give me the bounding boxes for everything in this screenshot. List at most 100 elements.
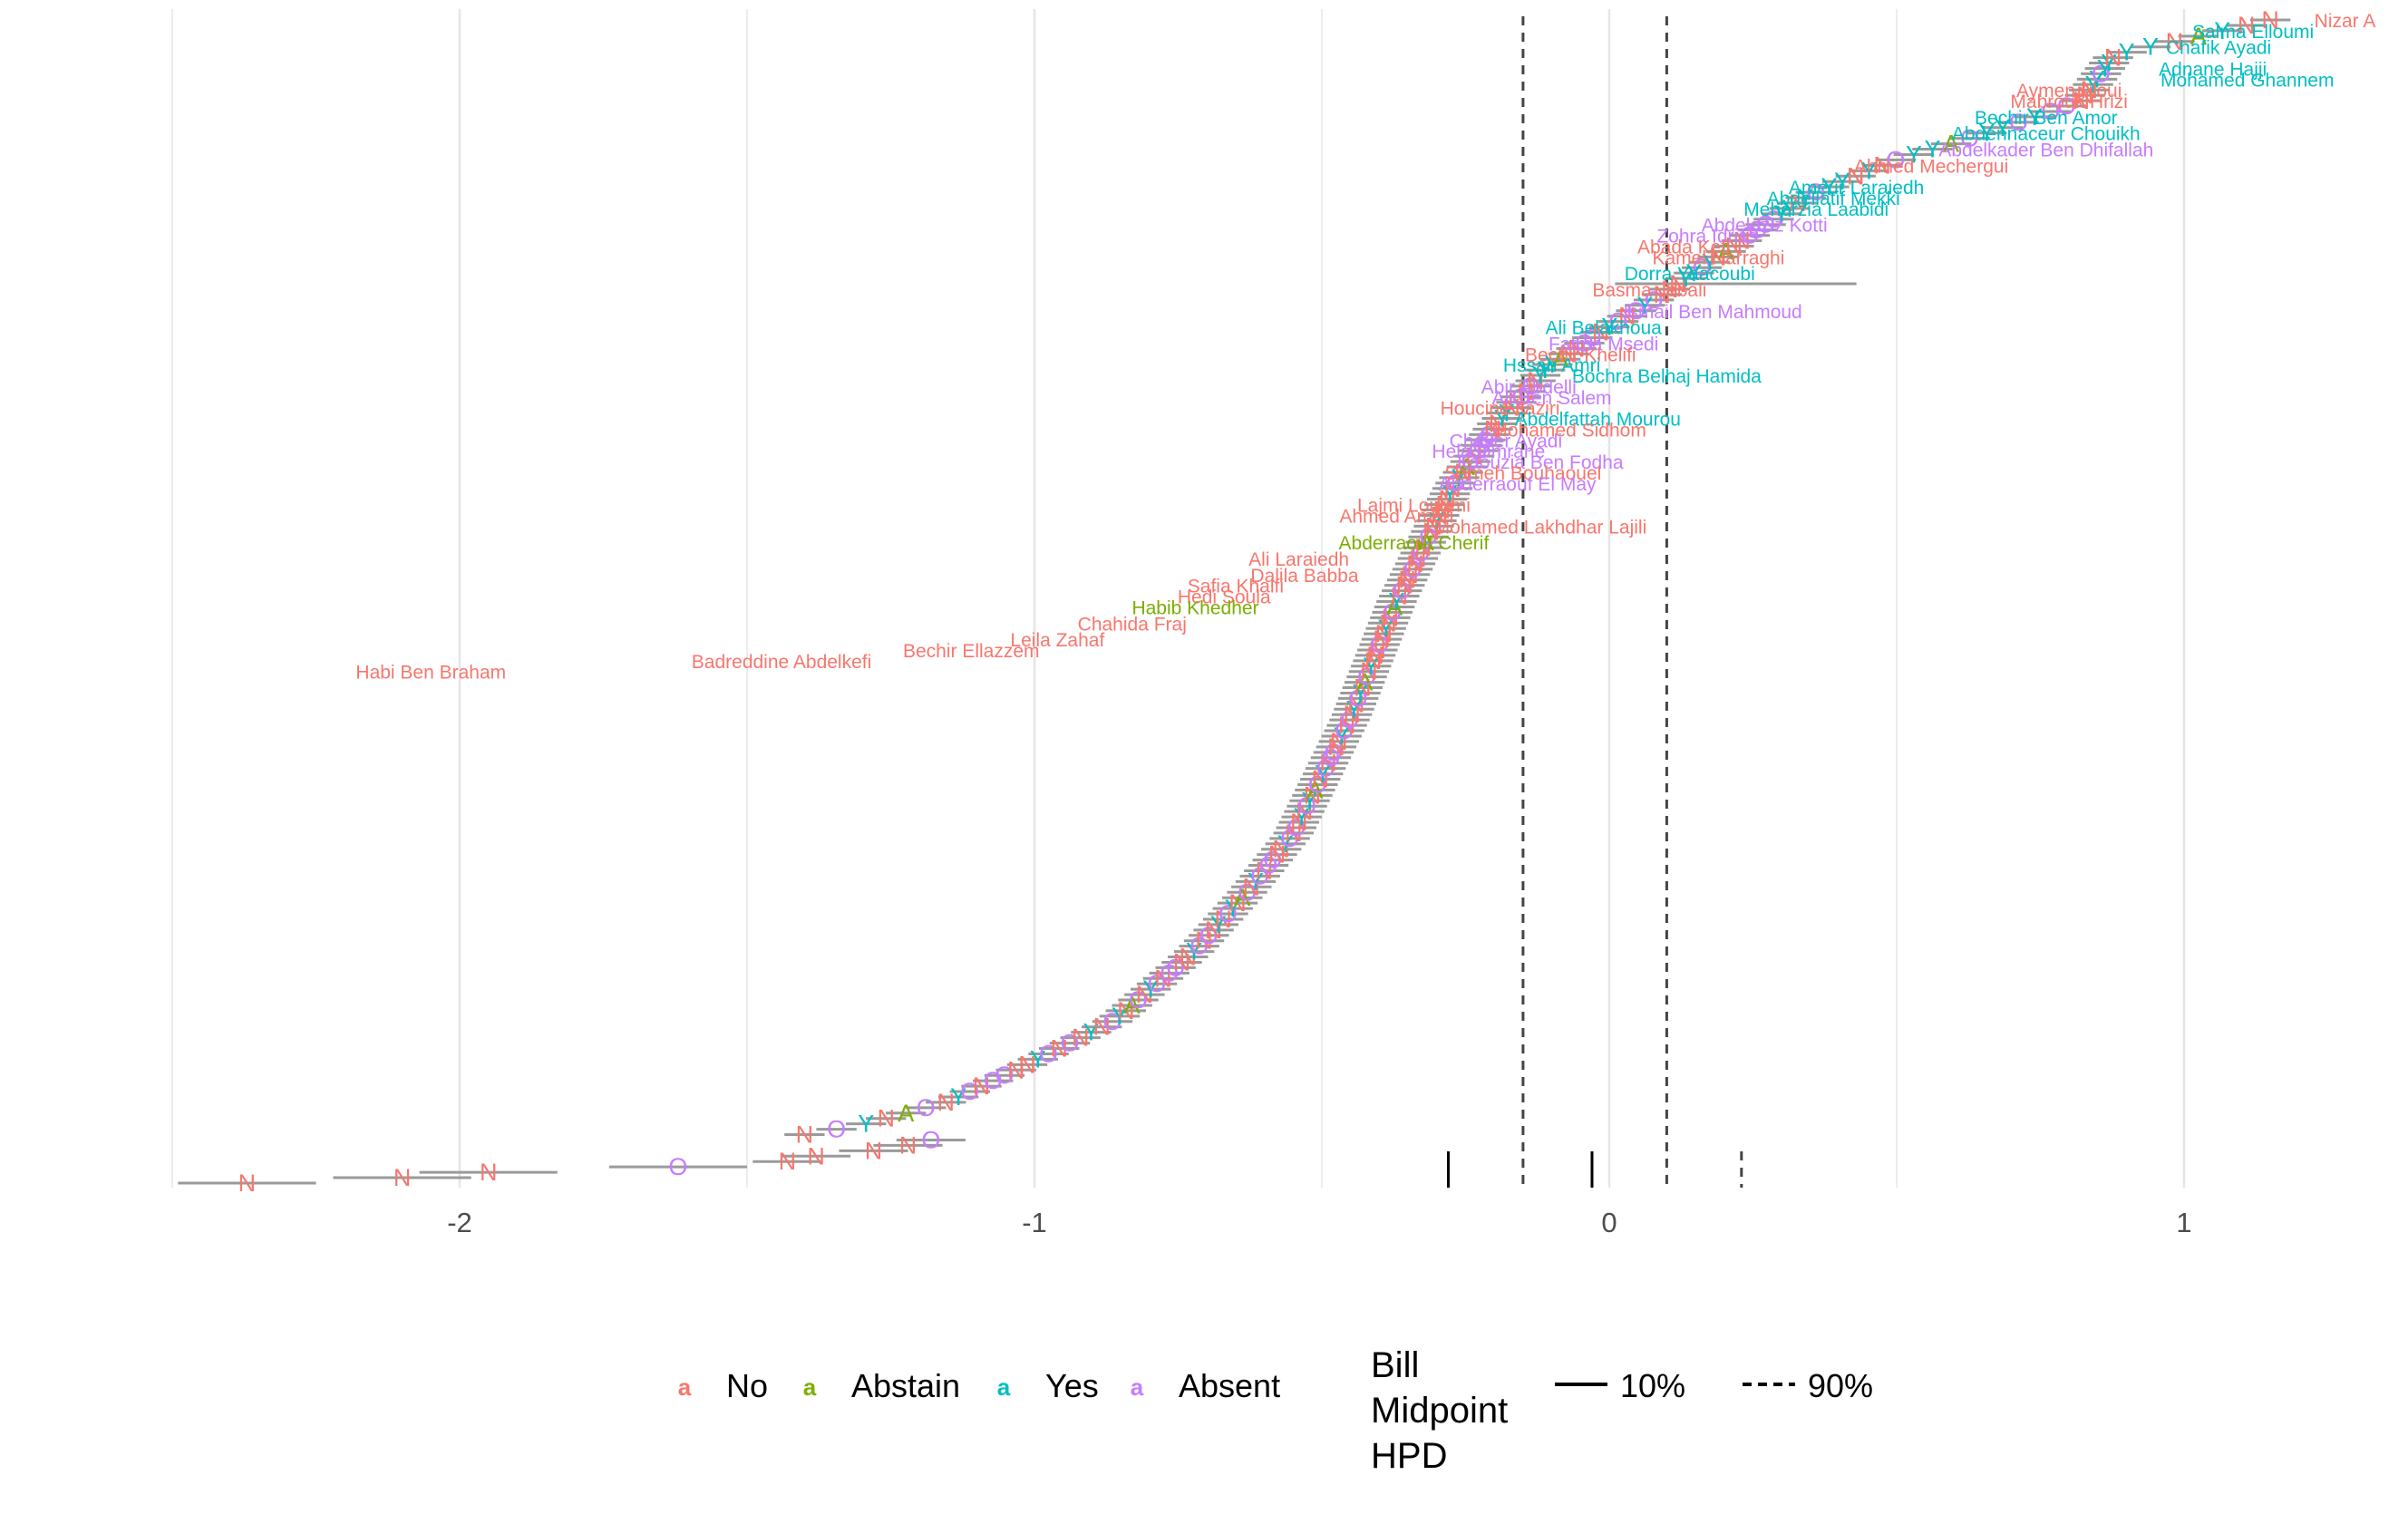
legislator-label: Abdelaziz Kotti	[1702, 216, 1828, 237]
ideal-point-no: N	[1422, 518, 1441, 545]
ideal-point-abstain: A	[1418, 529, 1434, 556]
ideal-point-no: N	[1433, 497, 1452, 524]
ideal-point-absent: O	[827, 1116, 846, 1143]
ideal-point-no: N	[1366, 642, 1384, 669]
ideal-point-no: N	[1050, 1035, 1068, 1063]
legend-hpd-title: Bill	[1371, 1345, 1419, 1385]
ideal-point-no: N	[1391, 583, 1409, 610]
ideal-point-yes: Y	[1452, 464, 1468, 491]
ideal-point-no: N	[1343, 701, 1361, 728]
legislator-label: Bochra Belhaj Hamida	[1572, 366, 1762, 387]
ideal-point-abstain: A	[1306, 776, 1323, 803]
ideal-point-absent: O	[1446, 470, 1465, 497]
ideal-point-no: N	[1508, 389, 1526, 416]
ideal-point-no: N	[1311, 766, 1329, 793]
ideal-point-abstain: A	[1386, 593, 1403, 620]
ideal-point-absent: O	[1583, 324, 1602, 351]
legislator-label: Badreddine Abdelkefi	[692, 652, 872, 673]
ideal-point-yes: Y	[1301, 787, 1317, 814]
legislator-label: Nizar A	[2315, 11, 2376, 32]
ideal-point-no: N	[1092, 1014, 1111, 1041]
ideal-point-absent: O	[1259, 852, 1278, 879]
legislator-label: Sameh Bouhaouel	[1444, 463, 1601, 484]
ideal-point-yes: Y	[2101, 50, 2117, 77]
ideal-point-absent: O	[1148, 970, 1167, 997]
ideal-point-absent: O	[1764, 206, 1783, 233]
ideal-point-absent: O	[1756, 211, 1775, 238]
ideal-point-no: N	[1018, 1051, 1036, 1078]
legislator-label: Ali Laraiedh	[1248, 549, 1349, 570]
ideal-point-no: N	[1592, 319, 1610, 346]
ideal-point-no: N	[2238, 12, 2256, 39]
legislator-label: Hedi Soula	[1178, 587, 1271, 608]
ideal-point-no: N	[1290, 809, 1308, 836]
ideal-point-absent: O	[2057, 92, 2076, 120]
ideal-point-yes: Y	[1860, 157, 1877, 184]
ideal-point-absent: O	[668, 1153, 687, 1180]
legislator-label: Leila Zahaf	[1010, 630, 1104, 651]
ideal-point-no: N	[1661, 276, 1679, 303]
ideal-point-absent: O	[1575, 329, 1594, 356]
ideal-point-no: N	[1709, 243, 1727, 270]
ideal-point-yes: Y	[950, 1083, 966, 1111]
legend-hpd-label: 10%	[1620, 1367, 1685, 1404]
legend-key-abstain: a	[803, 1373, 817, 1401]
x-tick-label: 0	[1601, 1207, 1617, 1238]
ideal-point-no: N	[1489, 410, 1507, 437]
ideal-point-absent: O	[1370, 631, 1389, 658]
ideal-point-no: N	[1502, 394, 1520, 422]
legend-key-yes: a	[997, 1373, 1011, 1401]
x-tick-label: 1	[2176, 1207, 2191, 1238]
legislator-label: Dalila Babba	[1250, 566, 1358, 587]
ideal-point-abstain: A	[1459, 453, 1475, 480]
ideal-point-no: N	[393, 1164, 412, 1191]
ideal-point-yes: Y	[1499, 400, 1515, 427]
ideal-point-yes: Y	[1442, 480, 1458, 508]
ideal-point-no: N	[1347, 690, 1365, 717]
ideal-point-no: N	[1354, 675, 1372, 702]
ideal-point-no: N	[1375, 620, 1393, 647]
ideal-point-absent: O	[1511, 383, 1530, 411]
ideal-point-no: N	[1268, 841, 1287, 869]
ideal-point-no: N	[1401, 561, 1419, 588]
ideal-point-absent: O	[1160, 959, 1179, 986]
ideal-point-yes: Y	[1924, 136, 1940, 163]
ideal-point-absent: O	[2009, 109, 2028, 136]
ideal-point-no: N	[1228, 889, 1247, 917]
ideal-point-yes: Y	[1537, 356, 1553, 383]
legend-label-no: No	[726, 1367, 768, 1404]
legislator-label: Fatma Msedi	[1549, 334, 1658, 354]
ideal-point-no: N	[1136, 981, 1154, 1008]
ideal-point-yes: Y	[2085, 71, 2102, 98]
ideal-point-no: N	[2080, 76, 2098, 103]
ideal-point-no: N	[1398, 567, 1416, 594]
ideal-point-absent: O	[1199, 922, 1219, 949]
ideal-point-absent: O	[995, 1062, 1014, 1089]
ideal-point-absent: O	[1469, 437, 1488, 464]
legislator-label: Abdellatif Mekki	[1767, 189, 1900, 209]
legislator-label: Habi Ben Braham	[355, 663, 506, 684]
ideal-point-no: N	[779, 1148, 797, 1175]
ideal-point-no: N	[1873, 151, 1891, 179]
legend-hpd-title: HPD	[1371, 1436, 1447, 1476]
legislator-label: Abada Kefi	[1637, 237, 1731, 257]
ideal-point-yes: Y	[1978, 120, 1995, 147]
legislator-label: Abdennaceur Chouikh	[1952, 124, 2141, 145]
ideal-point-absent: O	[1748, 217, 1767, 244]
ideal-point-no: N	[1214, 906, 1232, 933]
ideal-point-absent: O	[1461, 448, 1480, 475]
ideal-point-yes: Y	[1112, 1003, 1128, 1030]
ideal-point-no: N	[1379, 609, 1397, 636]
ideal-point-no: N	[1438, 486, 1456, 513]
ideal-point-absent: O	[1219, 900, 1238, 927]
ideal-point-absent: O	[1335, 717, 1354, 744]
ideal-point-absent: O	[1480, 421, 1499, 448]
ideal-point-no: N	[2073, 87, 2091, 114]
ideal-point-yes: Y	[1494, 405, 1510, 432]
legislator-label: Bechir Ellazzem	[903, 641, 1040, 662]
ideal-point-no: N	[937, 1089, 956, 1116]
ideal-point-yes: Y	[2119, 39, 2135, 66]
ideal-point-absent: O	[1324, 739, 1343, 766]
ideal-point-no: N	[973, 1072, 991, 1100]
